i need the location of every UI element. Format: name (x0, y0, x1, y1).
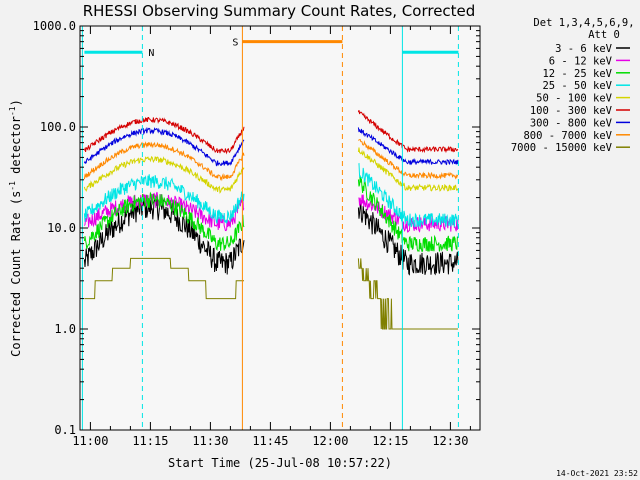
series-line-2-pre (83, 191, 245, 251)
x-tick-label-1: 11:15 (132, 434, 168, 448)
series-line-3-post (358, 162, 459, 228)
y-axis-label-sup2: -1 (8, 106, 17, 116)
y-tick-label-0: 1000.0 (33, 19, 76, 33)
legend-label-7: 800 - 7000 keV (523, 130, 612, 142)
legend-label-1: 6 - 12 keV (549, 55, 613, 67)
legend-label-0: 3 - 6 keV (555, 43, 613, 55)
series-line-4-pre (83, 155, 245, 194)
series-line-7-post (358, 138, 459, 180)
series-line-4-post (357, 147, 459, 192)
legend-label-4: 50 - 100 keV (536, 93, 613, 105)
legend-header-1: Det 1,3,4,5,6,9, (533, 17, 634, 29)
series-line-3-pre (83, 174, 245, 225)
y-tick-label-3: 1.0 (54, 322, 76, 336)
series-line-5-pre (83, 117, 245, 155)
legend-header-2: Att 0 (588, 29, 620, 41)
y-axis-label-main: Corrected Count Rate (s (9, 191, 23, 357)
marker-bar-label-1: S (232, 38, 238, 49)
y-tick-label-4: 0.1 (54, 423, 76, 437)
series-line-8-post (357, 258, 458, 330)
y-axis-label-sup1: -1 (8, 181, 17, 191)
x-tick-label-5: 12:15 (372, 434, 408, 448)
series-line-6-post (357, 127, 459, 166)
x-tick-label-2: 11:30 (192, 434, 228, 448)
legend-label-3: 25 - 50 keV (542, 80, 612, 92)
marker-bar-label-0: N (148, 48, 154, 59)
legend-label-5: 100 - 300 keV (530, 105, 613, 117)
series-line-5-post (357, 110, 459, 154)
series-line-0-pre (83, 195, 245, 275)
legend-label-6: 300 - 800 keV (530, 117, 613, 129)
y-tick-label-1: 100.0 (40, 120, 76, 134)
legend-label-2: 12 - 25 keV (542, 68, 612, 80)
x-axis-label: Start Time (25-Jul-08 10:57:22) (168, 456, 392, 470)
legend-label-8: 7000 - 15000 keV (511, 142, 613, 154)
generated-timestamp: 14-Oct-2021 23:52 (556, 469, 638, 478)
x-tick-label-3: 11:45 (252, 434, 288, 448)
x-tick-label-6: 12:30 (432, 434, 468, 448)
y-tick-label-2: 10.0 (47, 221, 76, 235)
x-tick-label-4: 12:00 (312, 434, 348, 448)
series-line-7-pre (83, 141, 245, 182)
series-line-8-pre (84, 257, 244, 300)
chart-title: RHESSI Observing Summary Count Rates, Co… (83, 2, 476, 20)
series-lines (83, 110, 459, 330)
series-line-0-post (357, 200, 459, 276)
axes: 1000.0 100.0 10.0 1.0 0.111:00 11:15 11:30 11:4… (33, 19, 481, 448)
y-axis-label: Corrected Count Rate (s-1 detector-1) (8, 99, 23, 357)
series-line-6-pre (83, 126, 245, 167)
y-axis-label-mid: detector (9, 116, 23, 181)
y-axis-label-end: ) (9, 99, 23, 106)
series-line-2-post (357, 175, 459, 252)
x-tick-label-0: 11:00 (72, 434, 108, 448)
